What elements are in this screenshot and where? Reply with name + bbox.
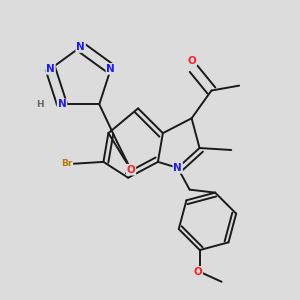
Text: N: N [46,64,55,74]
Text: O: O [127,165,135,175]
Text: N: N [106,64,115,74]
Text: N: N [76,42,85,52]
Text: N: N [58,99,66,109]
Text: O: O [187,56,196,66]
Text: N: N [173,163,182,173]
Text: H: H [36,100,44,109]
Text: Br: Br [61,159,73,168]
Text: O: O [194,267,202,277]
